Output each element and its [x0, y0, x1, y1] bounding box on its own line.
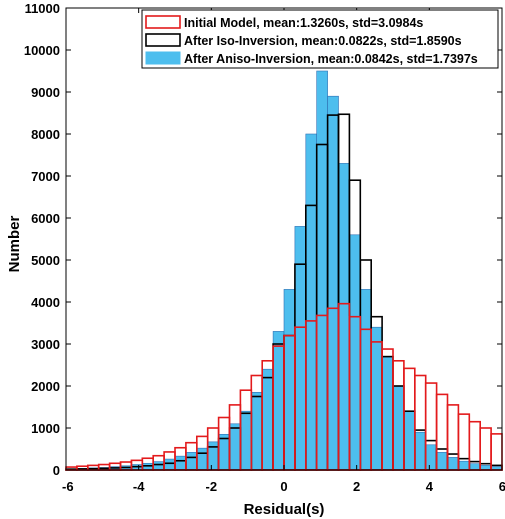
y-axis-ticks: 0 1000 2000 3000 4000 5000 6000 7000 8000 9000 100…	[24, 1, 502, 478]
bar-aniso-12	[196, 447, 209, 471]
y-tick-label-2: 2000	[31, 379, 60, 394]
y-tick-label-3: 3000	[31, 337, 60, 352]
y-tick-label-0: 0	[53, 463, 60, 478]
bar-aniso-18	[261, 368, 274, 471]
legend-swatch-initial	[145, 15, 181, 29]
bar-aniso-19	[272, 331, 285, 471]
x-axis-ticks: -6 -4 -2 0 2 4 6	[62, 8, 505, 494]
bar-aniso-26	[349, 234, 361, 471]
bar-aniso-10	[174, 455, 187, 471]
x-tick-label-0: -6	[62, 479, 74, 494]
bar-aniso-35	[447, 457, 459, 471]
bar-aniso-7	[142, 462, 154, 471]
bar-aniso-32	[414, 431, 426, 471]
legend-entry-aniso: After Aniso-Inversion, mean:0.0842s, std…	[184, 52, 478, 66]
bar-aniso-37	[468, 463, 481, 471]
legend-swatch-aniso	[145, 51, 181, 65]
bar-aniso-31	[403, 410, 416, 471]
y-tick-label-4: 4000	[31, 295, 60, 310]
bar-aniso-25	[338, 163, 350, 471]
x-tick-label-4: 2	[353, 479, 360, 494]
y-tick-label-8: 8000	[31, 127, 60, 142]
bar-aniso-8	[152, 461, 165, 471]
bar-aniso-29	[381, 356, 394, 471]
legend-entry-iso: After Iso-Inversion, mean:0.0822s, std=1…	[184, 34, 462, 48]
x-axis-label: Residual(s)	[244, 501, 325, 518]
y-tick-label-9: 9000	[31, 85, 60, 100]
y-tick-label-5: 5000	[31, 253, 60, 268]
bar-aniso-20	[283, 289, 296, 471]
legend: Initial Model, mean:1.3260s, std=3.0984s…	[141, 9, 499, 69]
bar-aniso-27	[359, 289, 372, 471]
legend-entry-initial: Initial Model, mean:1.3260s, std=3.0984s	[184, 16, 423, 30]
bar-aniso-22	[305, 133, 317, 471]
bar-aniso-21	[294, 226, 307, 471]
y-tick-label-1: 1000	[31, 421, 60, 436]
bar-aniso-28	[370, 326, 383, 471]
bar-aniso-24	[327, 95, 339, 471]
y-tick-label-6: 6000	[31, 211, 60, 226]
bar-aniso-13	[207, 441, 219, 471]
x-tick-label-5: 4	[426, 479, 434, 494]
bar-aniso-15	[229, 423, 241, 471]
bar-aniso-36	[458, 460, 470, 471]
bar-aniso-16	[240, 410, 252, 471]
bar-aniso-9	[163, 458, 176, 471]
y-axis-label: Number	[6, 216, 23, 273]
bar-aniso-34	[436, 452, 448, 471]
x-tick-label-3: 0	[280, 479, 287, 494]
x-tick-label-6: 6	[499, 479, 505, 494]
bar-aniso-17	[251, 391, 263, 471]
bar-aniso-14	[218, 433, 230, 471]
bar-aniso-30	[392, 385, 405, 471]
x-tick-label-1: -4	[133, 479, 145, 494]
legend-box	[141, 9, 499, 69]
bar-aniso-11	[185, 452, 198, 471]
bar-aniso-23	[316, 70, 328, 471]
y-tick-label-11: 11000	[25, 1, 60, 16]
y-tick-label-7: 7000	[31, 169, 60, 184]
bar-aniso-33	[425, 444, 437, 471]
y-tick-label-10: 10000	[24, 43, 60, 58]
legend-swatch-iso	[145, 33, 181, 47]
x-tick-label-2: -2	[206, 479, 218, 494]
